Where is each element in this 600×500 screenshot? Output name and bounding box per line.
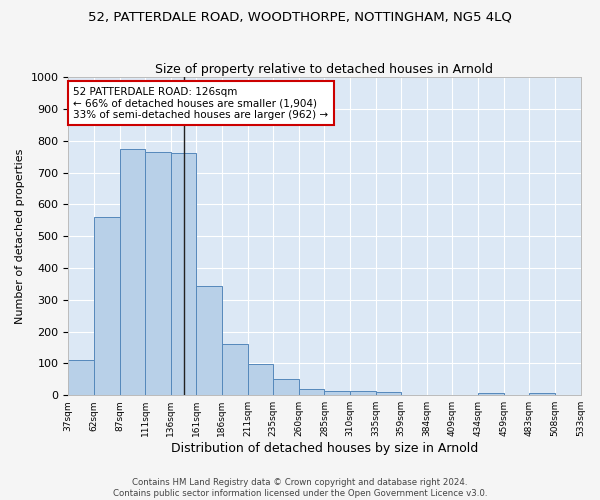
Title: Size of property relative to detached houses in Arnold: Size of property relative to detached ho… [155, 63, 493, 76]
Bar [196, 286, 222, 395]
Bar [68, 360, 94, 395]
Text: Contains HM Land Registry data © Crown copyright and database right 2024.
Contai: Contains HM Land Registry data © Crown c… [113, 478, 487, 498]
Bar [119, 148, 145, 395]
Text: 52, PATTERDALE ROAD, WOODTHORPE, NOTTINGHAM, NG5 4LQ: 52, PATTERDALE ROAD, WOODTHORPE, NOTTING… [88, 10, 512, 23]
Bar [299, 389, 325, 395]
X-axis label: Distribution of detached houses by size in Arnold: Distribution of detached houses by size … [171, 442, 478, 455]
Bar [529, 392, 555, 395]
Bar [248, 364, 273, 395]
Bar [94, 217, 119, 395]
Bar [145, 152, 171, 395]
Bar [376, 392, 401, 395]
Text: 52 PATTERDALE ROAD: 126sqm
← 66% of detached houses are smaller (1,904)
33% of s: 52 PATTERDALE ROAD: 126sqm ← 66% of deta… [73, 86, 329, 120]
Bar [222, 344, 248, 395]
Bar [325, 391, 350, 395]
Bar [478, 392, 503, 395]
Bar [273, 378, 299, 395]
Bar [171, 154, 196, 395]
Bar [350, 391, 376, 395]
Y-axis label: Number of detached properties: Number of detached properties [15, 148, 25, 324]
